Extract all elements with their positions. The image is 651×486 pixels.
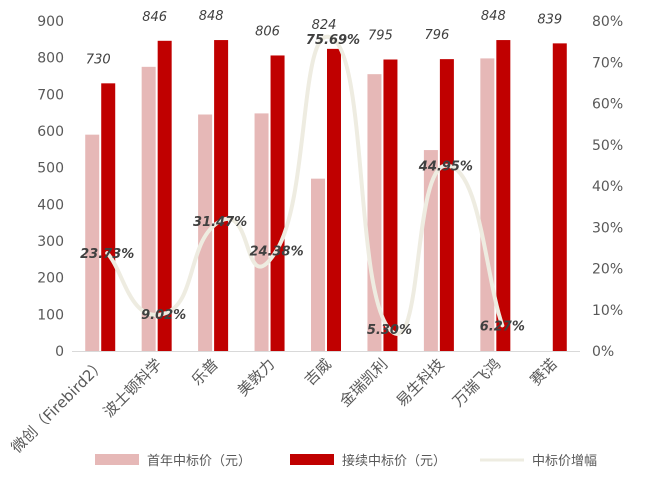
category-tick-label: 赛诺 bbox=[527, 355, 561, 389]
bar-value-label: 795 bbox=[368, 29, 393, 44]
bar-value-label: 824 bbox=[312, 18, 337, 33]
right-axis-tick-label: 10% bbox=[592, 303, 623, 319]
bar-first-year bbox=[480, 58, 495, 352]
bar-renewal bbox=[552, 43, 567, 351]
line-value-label: 6.27% bbox=[480, 319, 525, 334]
legend-swatch bbox=[290, 454, 334, 465]
left-axis-tick-label: 800 bbox=[37, 51, 64, 67]
right-axis-tick-label: 60% bbox=[592, 97, 623, 113]
right-axis-tick-label: 50% bbox=[592, 138, 623, 154]
bar-value-label: 796 bbox=[424, 28, 449, 43]
left-axis-tick-label: 700 bbox=[37, 87, 64, 103]
category-tick-label: 乐普 bbox=[188, 355, 222, 389]
left-axis-tick-label: 500 bbox=[37, 161, 64, 177]
legend-label: 首年中标价（元） bbox=[147, 454, 251, 469]
category-tick-label: 微创（Firebird2） bbox=[8, 355, 109, 456]
legend: 首年中标价（元） 接续中标价（元） 中标价增幅 bbox=[95, 453, 597, 469]
bar-renewal bbox=[157, 40, 172, 352]
bar-first-year bbox=[311, 178, 325, 351]
bar-first-year bbox=[254, 113, 269, 352]
right-axis-tick-label: 30% bbox=[592, 220, 623, 236]
right-axis-tick-label: 40% bbox=[592, 179, 623, 195]
category-tick-label: 吉威 bbox=[301, 355, 335, 389]
bar-value-label: 806 bbox=[255, 24, 280, 39]
legend-label: 接续中标价（元） bbox=[342, 453, 446, 469]
right-y-axis: 0% 10% 20% 30% 40% 50% 60% 70% 80% bbox=[592, 14, 623, 360]
bar-layer bbox=[85, 40, 567, 352]
legend-label: 中标价增幅 bbox=[532, 454, 597, 469]
bar-renewal bbox=[383, 59, 398, 351]
bar-value-label: 839 bbox=[537, 12, 562, 27]
left-axis-tick-label: 600 bbox=[37, 124, 64, 140]
category-tick-label: 美敦力 bbox=[234, 355, 279, 400]
line-value-label: 24.38% bbox=[249, 244, 303, 259]
bar-renewal bbox=[214, 40, 229, 352]
bar-value-label: 730 bbox=[86, 52, 111, 67]
line-value-label: 75.69% bbox=[306, 33, 360, 48]
left-axis-tick-label: 0 bbox=[55, 344, 64, 360]
growth-line bbox=[105, 34, 505, 336]
left-y-axis: 0 100 200 300 400 500 600 700 800 900 bbox=[37, 14, 64, 360]
bar-renewal bbox=[101, 83, 116, 351]
right-axis-tick-label: 0% bbox=[592, 344, 614, 360]
left-axis-tick-label: 300 bbox=[37, 234, 64, 250]
bar-first-year bbox=[141, 66, 156, 351]
right-axis-tick-label: 70% bbox=[592, 55, 623, 71]
legend-swatch bbox=[95, 454, 139, 465]
line-value-label: 31.47% bbox=[193, 215, 247, 230]
category-tick-label: 万瑞飞鸿 bbox=[449, 355, 504, 410]
bar-value-label: 848 bbox=[481, 9, 506, 24]
line-value-label: 5.30% bbox=[367, 323, 412, 338]
x-axis: 微创（Firebird2）波士顿科学 乐普 美敦力 吉威 金瑞凯利 易生科技 万瑞飞鸿 赛诺 bbox=[8, 351, 580, 457]
left-axis-tick-label: 400 bbox=[37, 197, 64, 213]
bar-value-label: 846 bbox=[142, 10, 167, 25]
bar-renewal bbox=[496, 40, 511, 352]
bar-renewal bbox=[439, 59, 454, 352]
category-tick-label: 波士顿科学 bbox=[100, 355, 166, 421]
line-layer bbox=[105, 34, 505, 336]
data-label-layer: 730 846 848 806 824 795 796 848 839 23.73% 9.02% 31… bbox=[80, 9, 562, 338]
bar-value-label: 848 bbox=[199, 9, 224, 24]
bar-first-year bbox=[85, 134, 100, 351]
right-axis-tick-label: 80% bbox=[592, 14, 623, 30]
line-value-label: 44.95% bbox=[418, 160, 473, 175]
left-axis-tick-label: 100 bbox=[37, 307, 64, 323]
line-value-label: 23.73% bbox=[80, 247, 134, 262]
category-tick-label: 金瑞凯利 bbox=[336, 355, 391, 410]
bar-renewal bbox=[270, 55, 285, 351]
bar-renewal bbox=[327, 48, 341, 351]
line-value-label: 9.02% bbox=[141, 308, 186, 323]
category-tick-label: 易生科技 bbox=[393, 355, 448, 410]
left-axis-tick-label: 900 bbox=[37, 14, 64, 30]
right-axis-tick-label: 20% bbox=[592, 262, 623, 278]
left-axis-tick-label: 200 bbox=[37, 271, 64, 287]
